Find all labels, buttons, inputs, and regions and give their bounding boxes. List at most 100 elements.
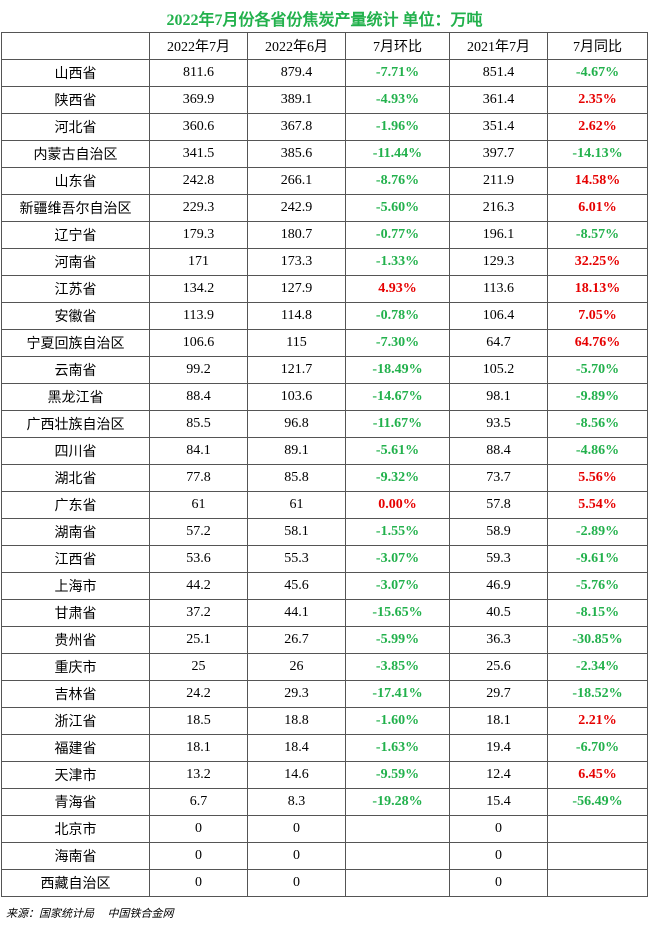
cell-province: 湖北省 (1, 464, 150, 492)
cell-jun2022: 44.1 (247, 599, 346, 627)
header-province (1, 32, 150, 60)
table-row: 黑龙江省 88.4 103.6 -14.67% 98.1 -9.89% (1, 383, 648, 411)
cell-jul2021: 98.1 (449, 383, 548, 411)
cell-yoy: -2.89% (547, 518, 648, 546)
cell-mom: 0.00% (345, 491, 450, 519)
cell-jul2022: 0 (149, 869, 248, 897)
cell-jul2022: 25.1 (149, 626, 248, 654)
header-jul2021: 2021年7月 (449, 32, 548, 60)
table-row: 广东省 61 61 0.00% 57.8 5.54% (1, 491, 648, 519)
cell-jul2022: 0 (149, 842, 248, 870)
cell-jul2022: 53.6 (149, 545, 248, 573)
table-row: 西藏自治区 0 0 0 (1, 869, 648, 897)
cell-mom: -1.33% (345, 248, 450, 276)
cell-jul2021: 36.3 (449, 626, 548, 654)
cell-province: 内蒙古自治区 (1, 140, 150, 168)
cell-jul2022: 44.2 (149, 572, 248, 600)
cell-jun2022: 115 (247, 329, 346, 357)
cell-province: 江苏省 (1, 275, 150, 303)
cell-yoy: 14.58% (547, 167, 648, 195)
cell-jun2022: 0 (247, 842, 346, 870)
cell-jun2022: 8.3 (247, 788, 346, 816)
table-row: 辽宁省 179.3 180.7 -0.77% 196.1 -8.57% (1, 221, 648, 249)
cell-mom: -7.30% (345, 329, 450, 357)
cell-jul2022: 85.5 (149, 410, 248, 438)
cell-province: 江西省 (1, 545, 150, 573)
cell-mom: -18.49% (345, 356, 450, 384)
table-row: 青海省 6.7 8.3 -19.28% 15.4 -56.49% (1, 788, 648, 816)
table-body: 山西省 811.6 879.4 -7.71% 851.4 -4.67% 陕西省 369.9 38… (1, 59, 648, 897)
cell-jul2022: 24.2 (149, 680, 248, 708)
cell-jul2021: 851.4 (449, 59, 548, 87)
cell-yoy: 64.76% (547, 329, 648, 357)
cell-mom: -3.85% (345, 653, 450, 681)
cell-jul2022: 77.8 (149, 464, 248, 492)
cell-jul2022: 25 (149, 653, 248, 681)
cell-yoy: -18.52% (547, 680, 648, 708)
cell-jul2021: 113.6 (449, 275, 548, 303)
cell-yoy: -6.70% (547, 734, 648, 762)
cell-yoy: 5.56% (547, 464, 648, 492)
cell-mom: -1.63% (345, 734, 450, 762)
table-row: 新疆维吾尔自治区 229.3 242.9 -5.60% 216.3 6.01% (1, 194, 648, 222)
cell-mom: -9.59% (345, 761, 450, 789)
cell-mom: -11.44% (345, 140, 450, 168)
cell-jul2022: 0 (149, 815, 248, 843)
cell-jul2022: 811.6 (149, 59, 248, 87)
cell-jul2022: 229.3 (149, 194, 248, 222)
cell-mom: -3.07% (345, 545, 450, 573)
cell-jul2022: 13.2 (149, 761, 248, 789)
cell-jul2021: 196.1 (449, 221, 548, 249)
cell-jul2022: 84.1 (149, 437, 248, 465)
coke-output-table: 2022年7月份各省份焦炭产量统计 单位：万吨 2022年7月 2022年6月 … (1, 4, 648, 897)
cell-jun2022: 385.6 (247, 140, 346, 168)
table-row: 浙江省 18.5 18.8 -1.60% 18.1 2.21% (1, 707, 648, 735)
cell-jul2021: 15.4 (449, 788, 548, 816)
cell-province: 甘肃省 (1, 599, 150, 627)
cell-province: 浙江省 (1, 707, 150, 735)
table-row: 河北省 360.6 367.8 -1.96% 351.4 2.62% (1, 113, 648, 141)
table-row: 天津市 13.2 14.6 -9.59% 12.4 6.45% (1, 761, 648, 789)
cell-mom: -9.32% (345, 464, 450, 492)
cell-yoy: -8.57% (547, 221, 648, 249)
table-title: 2022年7月份各省份焦炭产量统计 单位：万吨 (166, 12, 483, 29)
cell-jun2022: 103.6 (247, 383, 346, 411)
cell-jul2021: 93.5 (449, 410, 548, 438)
cell-yoy: -5.76% (547, 572, 648, 600)
cell-province: 海南省 (1, 842, 150, 870)
cell-yoy: 6.45% (547, 761, 648, 789)
cell-mom: -17.41% (345, 680, 450, 708)
cell-mom (345, 815, 450, 843)
cell-jun2022: 0 (247, 815, 346, 843)
cell-jun2022: 367.8 (247, 113, 346, 141)
cell-jul2022: 113.9 (149, 302, 248, 330)
cell-mom: -11.67% (345, 410, 450, 438)
cell-yoy: -2.34% (547, 653, 648, 681)
cell-jul2022: 18.1 (149, 734, 248, 762)
cell-yoy (547, 869, 648, 897)
cell-jul2021: 397.7 (449, 140, 548, 168)
cell-mom: -4.93% (345, 86, 450, 114)
cell-province: 安徽省 (1, 302, 150, 330)
cell-jun2022: 58.1 (247, 518, 346, 546)
cell-province: 山东省 (1, 167, 150, 195)
cell-jul2022: 106.6 (149, 329, 248, 357)
cell-province: 河北省 (1, 113, 150, 141)
cell-jul2022: 61 (149, 491, 248, 519)
cell-jun2022: 45.6 (247, 572, 346, 600)
cell-jul2021: 40.5 (449, 599, 548, 627)
cell-jun2022: 89.1 (247, 437, 346, 465)
cell-yoy: 2.35% (547, 86, 648, 114)
table-row: 广西壮族自治区 85.5 96.8 -11.67% 93.5 -8.56% (1, 410, 648, 438)
cell-mom: -5.61% (345, 437, 450, 465)
table-row: 北京市 0 0 0 (1, 815, 648, 843)
cell-mom: -1.96% (345, 113, 450, 141)
cell-jun2022: 26.7 (247, 626, 346, 654)
cell-province: 陕西省 (1, 86, 150, 114)
cell-jun2022: 127.9 (247, 275, 346, 303)
cell-jul2021: 0 (449, 842, 548, 870)
cell-province: 河南省 (1, 248, 150, 276)
cell-jul2022: 242.8 (149, 167, 248, 195)
header-yoy: 7月同比 (547, 32, 648, 60)
